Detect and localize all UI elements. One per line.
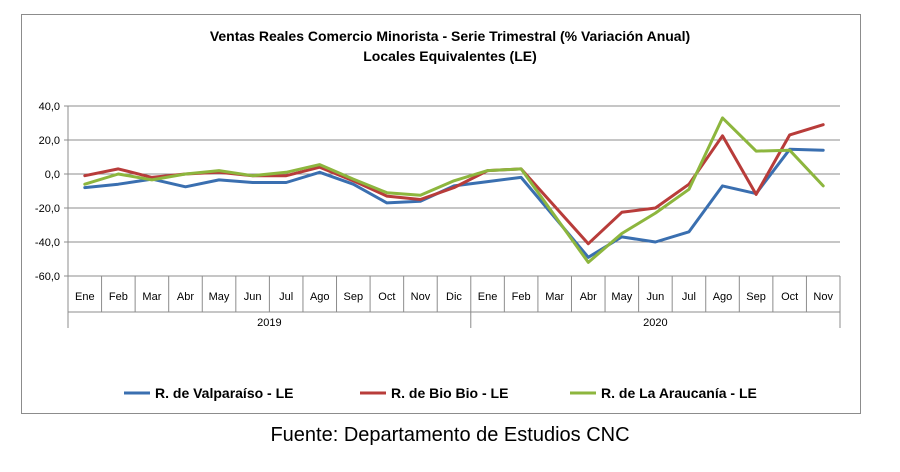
y-tick-label: 0,0: [45, 169, 60, 181]
x-tick-label: Jul: [682, 291, 696, 303]
x-tick-label: Ene: [75, 291, 95, 303]
x-tick-label: Mar: [545, 291, 564, 303]
x-tick-label: Nov: [411, 291, 431, 303]
x-tick-label: Feb: [109, 291, 128, 303]
chart-frame: [21, 14, 861, 414]
x-tick-label: Sep: [746, 291, 766, 303]
series-line-3: [83, 116, 825, 264]
x-tick-label: Abr: [580, 291, 597, 303]
y-tick-label: 20,0: [39, 135, 60, 147]
legend-label: R. de La Araucanía - LE: [601, 385, 757, 401]
y-tick-label: -60,0: [35, 271, 60, 283]
chart-title: Ventas Reales Comercio Minorista - Serie…: [209, 28, 691, 44]
x-tick-label: Ago: [310, 291, 330, 303]
x-tick-label: Ago: [713, 291, 733, 303]
legend-label: R. de Valparaíso - LE: [155, 385, 294, 401]
x-tick-label: Mar: [142, 291, 161, 303]
x-tick-label: Oct: [378, 291, 395, 303]
x-tick-label: Jul: [279, 291, 293, 303]
x-tick-label: Sep: [344, 291, 364, 303]
x-tick-label: Dic: [446, 291, 462, 303]
source-caption: Fuente: Departamento de Estudios CNC: [270, 424, 630, 446]
legend-label: R. de Bio Bio - LE: [391, 385, 508, 401]
series-line-1: [83, 147, 825, 259]
x-tick-label: Oct: [781, 291, 798, 303]
y-tick-label: -40,0: [35, 237, 60, 249]
line-chart: 40,0 20,0 0,0 -20,0 -40,0 -60,0 Ene Feb Mar Abr Ma…: [35, 101, 841, 401]
y-tick-label: 40,0: [39, 101, 60, 113]
x-tick-label: May: [611, 291, 632, 303]
chart-subtitle: Locales Equivalentes (LE): [363, 48, 537, 64]
x-tick-label: Abr: [177, 291, 194, 303]
x-tick-label: Jun: [647, 291, 665, 303]
x-tick-label: Jun: [244, 291, 262, 303]
x-tick-label: Nov: [813, 291, 833, 303]
x-tick-label: Feb: [512, 291, 531, 303]
x-tick-label: May: [209, 291, 230, 303]
x-tick-label: Ene: [478, 291, 498, 303]
group-label: 2019: [257, 317, 281, 329]
y-tick-label: -20,0: [35, 203, 60, 215]
group-label: 2020: [643, 317, 667, 329]
